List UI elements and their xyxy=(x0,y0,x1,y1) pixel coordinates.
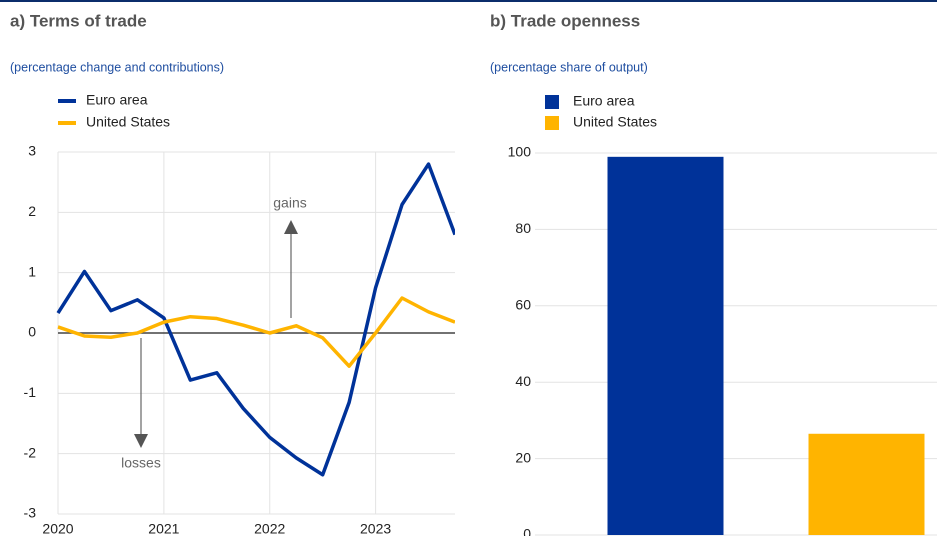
x-tick-label: 2020 xyxy=(42,521,73,536)
y-tick-label: 1 xyxy=(28,263,36,279)
legend-label: United States xyxy=(86,114,170,130)
chart-title: a) Terms of trade xyxy=(10,11,147,30)
legend-swatch xyxy=(545,116,559,130)
chart-a: -3 -2 -1 0 1 2 3 2020 2021 2022 2023 gains losses Eur… xyxy=(24,92,455,536)
chart-subtitle: (percentage change and contributions) xyxy=(10,60,224,74)
x-tick-label: 2021 xyxy=(148,521,179,536)
y-tick-label: 0 xyxy=(523,526,531,536)
y-tick-label: 100 xyxy=(508,144,532,160)
bar xyxy=(808,433,925,535)
line-series xyxy=(56,162,455,477)
chart-b: 0 20 40 60 80 100 Euro area United States xyxy=(508,93,937,536)
x-tick-label: 2022 xyxy=(254,521,285,536)
y-tick-label: 0 xyxy=(28,324,36,340)
y-tick-label: 40 xyxy=(515,373,531,389)
legend-label: Euro area xyxy=(86,92,148,108)
line-series xyxy=(57,296,455,368)
arrowhead xyxy=(284,220,298,234)
annotation: gains xyxy=(273,195,306,211)
legend-label: Euro area xyxy=(573,93,635,109)
legend-swatch xyxy=(545,95,559,109)
legend-label: United States xyxy=(573,114,657,130)
y-tick-label: -1 xyxy=(24,384,37,400)
y-tick-label: 3 xyxy=(28,143,36,159)
annotation: losses xyxy=(121,455,161,471)
y-tick-label: 80 xyxy=(515,220,531,236)
chart-subtitle: (percentage share of output) xyxy=(490,60,648,74)
y-tick-label: 60 xyxy=(515,297,531,313)
top-rule xyxy=(0,0,937,2)
arrowhead xyxy=(134,434,148,448)
bar xyxy=(607,156,724,535)
y-tick-label: 2 xyxy=(28,203,36,219)
y-tick-label: 20 xyxy=(515,449,531,465)
y-tick-label: -2 xyxy=(24,444,37,460)
y-tick-label: -3 xyxy=(24,505,37,521)
chart-title: b) Trade openness xyxy=(490,11,640,30)
x-tick-label: 2023 xyxy=(360,521,391,536)
